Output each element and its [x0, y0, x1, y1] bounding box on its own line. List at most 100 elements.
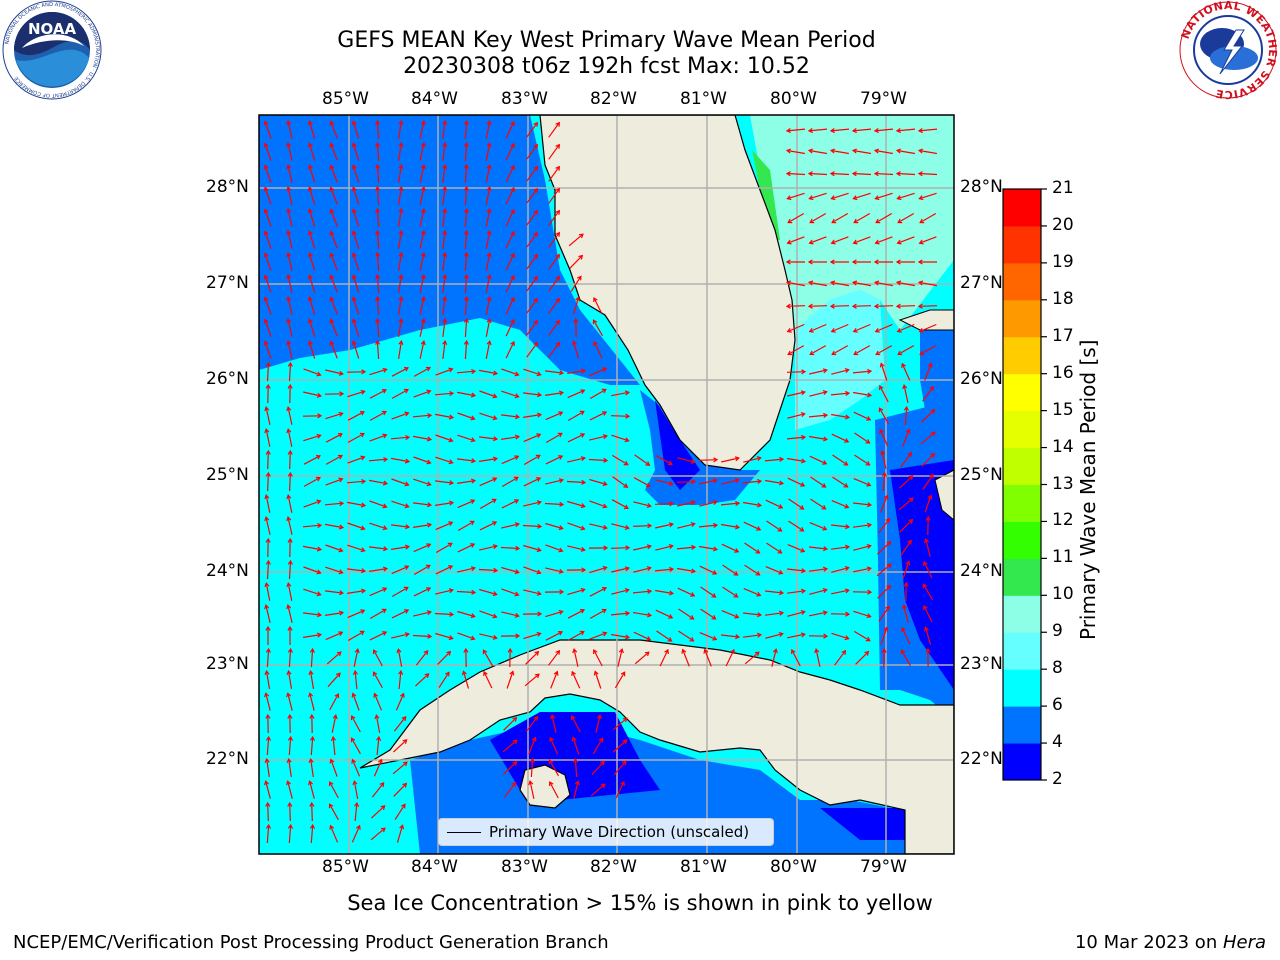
wave-arrow — [877, 585, 891, 599]
wave-arrow — [901, 363, 911, 381]
wave-arrow — [589, 435, 607, 441]
wave-arrowhead — [917, 148, 924, 154]
wave-arrow — [896, 281, 916, 287]
wave-arrow — [589, 478, 607, 486]
wave-arrow — [853, 411, 871, 421]
wave-arrow — [413, 502, 431, 506]
wave-arrow — [398, 670, 402, 690]
wave-arrow — [287, 275, 293, 293]
wave-arrowhead — [844, 635, 850, 641]
wave-arrow — [369, 546, 387, 550]
wave-arrow — [505, 275, 515, 293]
wave-arrowhead — [555, 341, 560, 347]
wave-arrowhead — [896, 195, 902, 201]
wave-arrow — [478, 369, 498, 375]
wave-arrow — [919, 323, 937, 333]
wave-arrow — [766, 542, 782, 554]
wave-arrowhead — [287, 471, 293, 477]
wave-arrow — [457, 520, 475, 532]
wave-arrowhead — [555, 209, 560, 215]
wave-arrow — [815, 649, 821, 667]
wave-arrowhead — [442, 207, 448, 213]
wave-arrowhead — [851, 148, 858, 154]
wave-arrow — [376, 208, 380, 228]
wave-arrowhead — [470, 415, 476, 421]
wave-arrow — [287, 517, 293, 535]
wave-arrow — [721, 543, 739, 553]
wave-arrowhead — [398, 251, 404, 258]
wave-arrow — [376, 230, 380, 250]
wave-arrowhead — [316, 546, 323, 552]
wave-arrow — [264, 297, 272, 315]
wave-arrowhead — [536, 569, 542, 575]
wave-arrowhead — [420, 296, 426, 302]
wave-arrowhead — [350, 737, 356, 743]
wave-arrowhead — [930, 431, 936, 437]
wave-arrowhead — [873, 128, 879, 134]
wave-arrowhead — [265, 735, 272, 741]
wave-arrow — [787, 568, 805, 572]
wave-arrowhead — [622, 739, 628, 744]
wave-arrowhead — [442, 229, 448, 235]
wave-arrow — [880, 495, 888, 513]
wave-arrow — [572, 737, 580, 755]
wave-arrowhead — [852, 239, 858, 245]
wave-arrow — [464, 120, 468, 140]
lat-tick-right: 26°N — [960, 369, 1003, 389]
wave-arrow — [437, 651, 451, 665]
wave-arrowhead — [580, 368, 587, 374]
wave-arrowhead — [559, 589, 565, 595]
wave-arrowhead — [844, 438, 850, 443]
wave-arrowhead — [486, 274, 492, 280]
wave-arrow — [831, 345, 849, 355]
wave-arrowhead — [309, 823, 316, 829]
wave-arrow — [266, 736, 270, 756]
wave-arrowhead — [602, 411, 608, 416]
wave-arrow — [373, 693, 383, 711]
wave-arrow — [545, 544, 563, 552]
wave-arrow — [809, 455, 827, 465]
wave-arrowhead — [492, 456, 499, 462]
wave-arrow — [308, 187, 316, 205]
wave-arrowhead — [573, 757, 579, 763]
wave-arrowhead — [917, 303, 923, 309]
wave-arrow — [855, 651, 869, 665]
wave-arrow — [324, 523, 344, 529]
wave-arrowhead — [572, 648, 578, 654]
wave-arrow — [351, 737, 361, 755]
wave-arrowhead — [426, 481, 432, 487]
wave-arrow — [398, 165, 402, 183]
wave-arrow — [567, 389, 585, 399]
wave-arrowhead — [329, 824, 335, 830]
wave-arrow — [678, 630, 694, 642]
wave-arrowhead — [510, 142, 515, 148]
wave-arrow — [391, 586, 409, 598]
wave-arrowhead — [533, 715, 539, 721]
wave-arrowhead — [879, 384, 884, 391]
wave-arrow — [369, 368, 387, 376]
wave-arrowhead — [830, 195, 836, 201]
wave-arrow — [548, 254, 560, 270]
wave-arrowhead — [821, 483, 827, 488]
wave-arrow — [325, 612, 343, 616]
wave-arrow — [303, 434, 321, 442]
wave-arrowhead — [265, 801, 271, 807]
wave-arrow — [655, 589, 673, 595]
wave-arrow — [548, 276, 560, 292]
wave-arrowhead — [734, 478, 740, 484]
wave-arrowhead — [359, 432, 365, 438]
wave-arrowhead — [382, 587, 388, 593]
wave-arrow — [526, 144, 538, 160]
wave-arrowhead — [865, 636, 871, 642]
wave-arrowhead — [351, 142, 357, 148]
wave-arrow — [809, 546, 827, 550]
wave-arrowhead — [442, 339, 448, 345]
wave-arrow — [610, 415, 630, 417]
wave-arrow — [347, 456, 365, 464]
lat-tick-left: 25°N — [206, 465, 249, 485]
wave-arrow — [544, 502, 564, 506]
wave-arrowhead — [791, 648, 796, 655]
wave-arrowhead — [424, 673, 430, 678]
wave-arrow — [457, 434, 475, 442]
wave-arrow — [391, 609, 409, 619]
